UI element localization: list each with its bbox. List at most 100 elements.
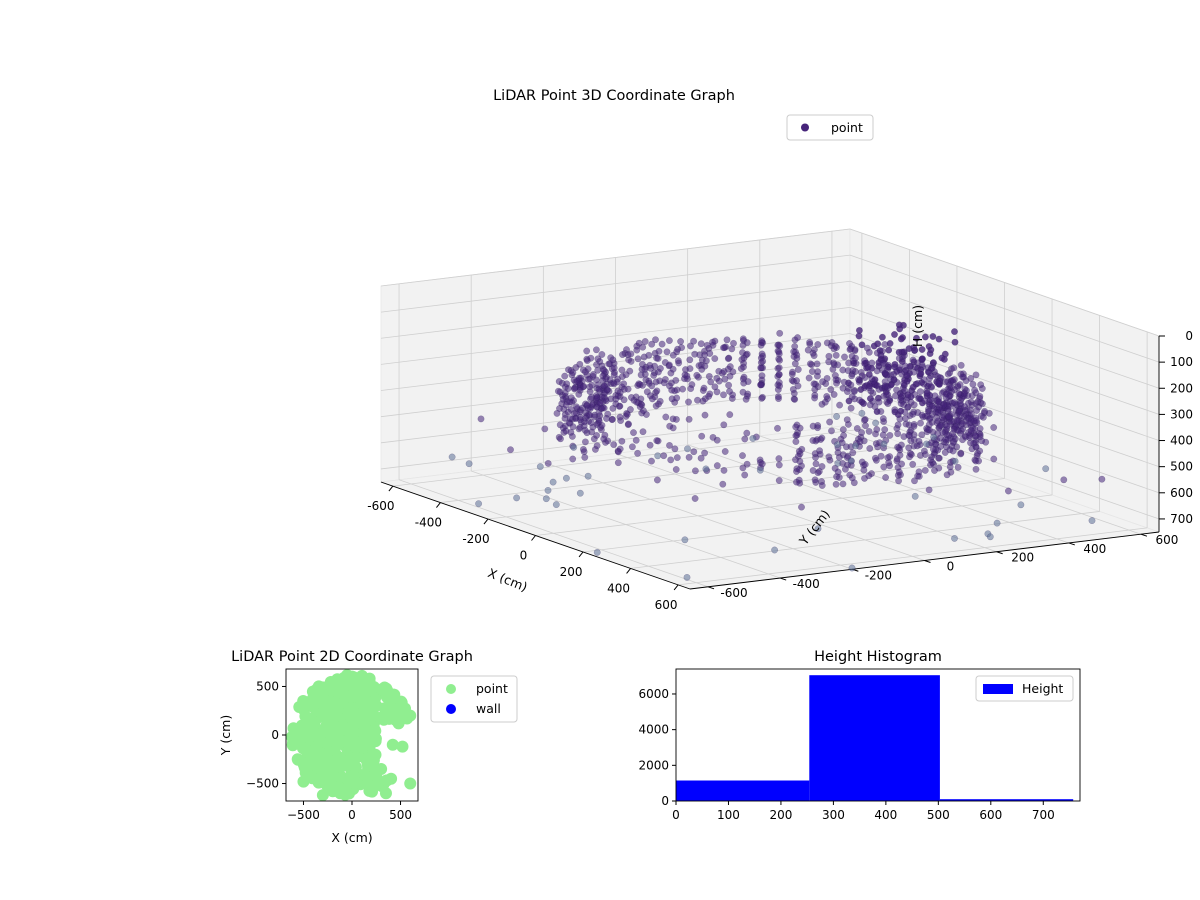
grid-line [687, 444, 997, 553]
point-2d [307, 715, 320, 728]
point-3d [1004, 487, 1012, 495]
point-3d [855, 376, 863, 383]
point-3d [618, 366, 626, 374]
x-tick [531, 535, 536, 541]
point-2d [297, 775, 310, 788]
x-tick-label: 0 [348, 808, 356, 822]
x-tick-label: 600 [655, 598, 678, 612]
point-3d [741, 435, 749, 443]
point-3d [666, 422, 674, 430]
x-tick-label: 0 [672, 808, 680, 822]
point-2d [286, 730, 298, 743]
point-3d [653, 387, 661, 395]
grid-line [471, 470, 781, 579]
point-3d [879, 431, 887, 439]
point-3d [934, 379, 942, 387]
point-3d [569, 369, 577, 377]
point-3d [911, 477, 918, 485]
point-3d [976, 425, 984, 433]
point-2d [404, 777, 417, 790]
point-3d [916, 451, 924, 459]
point-3d [956, 381, 964, 389]
point-3d [957, 370, 965, 378]
point-3d [972, 389, 980, 397]
chart-2d-ylabel: Y (cm) [218, 715, 233, 756]
point-3d [619, 351, 626, 359]
chart-3d: LiDAR Point 3D Coordinate Graph -600 -400… [367, 88, 1193, 612]
point-3d [794, 366, 802, 373]
point-3d [569, 455, 577, 463]
point-3d [897, 335, 905, 343]
point-3d [743, 460, 751, 468]
point-3d [609, 356, 617, 364]
point-3d [567, 405, 575, 413]
point-2d [353, 713, 366, 726]
point-3d [713, 462, 721, 470]
point-3d [662, 413, 670, 421]
point-3d [920, 376, 928, 384]
point-3d [811, 476, 819, 484]
point-3d [743, 429, 751, 437]
point-3d [901, 387, 909, 395]
point-3d [592, 346, 600, 354]
point-3d [1098, 475, 1106, 483]
point-3d [667, 369, 675, 377]
x-tick-label: 200 [560, 565, 583, 579]
point-3d [990, 455, 998, 463]
point-3d [630, 429, 637, 437]
point-3d [757, 354, 765, 362]
point-3d [694, 396, 701, 404]
point-3d [951, 328, 958, 336]
point-3d [918, 431, 926, 439]
point-3d [654, 355, 662, 362]
x-tick-label: −500 [287, 808, 320, 822]
point-3d [650, 371, 658, 379]
point-3d [956, 407, 964, 415]
point-3d [756, 466, 764, 474]
point-3d [477, 415, 485, 423]
point-3d [893, 386, 900, 394]
point-3d [920, 447, 928, 455]
point-3d [969, 380, 977, 388]
grid-line [380, 228, 851, 287]
point-3d [906, 449, 914, 457]
point-3d [672, 415, 680, 423]
point-3d [878, 333, 886, 341]
point-3d [553, 409, 561, 417]
point-3d [723, 336, 731, 344]
point-3d [832, 480, 840, 488]
point-3d [879, 415, 887, 423]
point-3d [872, 419, 880, 427]
point-3d [634, 449, 642, 457]
point-3d [541, 425, 549, 433]
y-tick-label: 6000 [638, 687, 669, 701]
point-3d [794, 382, 802, 390]
point-3d [990, 424, 998, 431]
point-3d [448, 453, 456, 461]
point-3d [576, 423, 584, 431]
chart-2d-title: LiDAR Point 2D Coordinate Graph [231, 649, 473, 665]
point-3d [739, 375, 747, 383]
point-3d [598, 351, 606, 358]
point-3d [636, 403, 644, 411]
point-3d [847, 381, 855, 389]
point-3d [913, 334, 920, 342]
point-3d [701, 362, 709, 370]
point-3d [884, 384, 892, 392]
point-3d [918, 411, 926, 419]
point-3d [725, 381, 733, 389]
point-3d [833, 441, 841, 449]
point-3d [720, 344, 727, 352]
point-3d [475, 500, 483, 508]
point-3d [809, 437, 817, 444]
point-3d [814, 341, 822, 348]
point-2d [333, 782, 346, 795]
grid-line [380, 280, 851, 339]
point-2d [332, 737, 345, 750]
z-tick-label: 600 [1170, 486, 1193, 500]
point-3d [721, 448, 729, 455]
point-3d [570, 443, 578, 451]
point-3d [695, 362, 703, 370]
point-3d [972, 465, 980, 473]
y-tick-label: -200 [865, 568, 892, 582]
